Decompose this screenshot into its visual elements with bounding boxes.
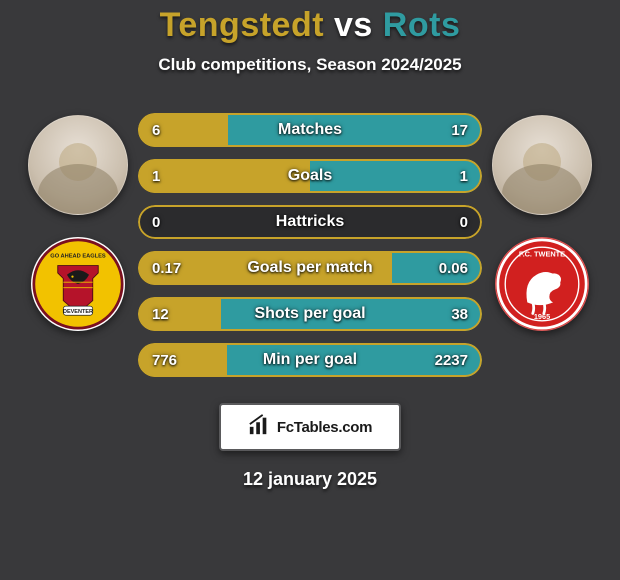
club2-crest-svg: F.C. TWENTE 1965: [496, 237, 588, 331]
stat-value-right: 38: [438, 306, 468, 323]
stat-value-left: 1: [152, 168, 182, 185]
stat-label: Matches: [278, 121, 342, 139]
stat-value-left: 0: [152, 214, 182, 231]
stat-label: Goals: [288, 167, 332, 185]
player2-avatar: [492, 115, 592, 215]
content-row: GO AHEAD EAGLES DEVENTER 6 Matches 17 1 Goal…: [0, 97, 620, 377]
stat-value-left: 0.17: [152, 260, 182, 277]
stat-row: 1 Goals 1: [138, 159, 482, 193]
svg-text:GO AHEAD EAGLES: GO AHEAD EAGLES: [50, 253, 106, 259]
stat-row: 6 Matches 17: [138, 113, 482, 147]
stat-label: Goals per match: [247, 259, 372, 277]
brand-text: FcTables.com: [277, 419, 372, 436]
comparison-card: Tengstedt vs Rots Club competitions, Sea…: [0, 0, 620, 580]
subtitle: Club competitions, Season 2024/2025: [0, 55, 620, 75]
stat-value-left: 6: [152, 122, 182, 139]
stat-label: Shots per goal: [254, 305, 365, 323]
left-column: GO AHEAD EAGLES DEVENTER: [18, 97, 138, 331]
page-title: Tengstedt vs Rots: [0, 6, 620, 45]
svg-text:DEVENTER: DEVENTER: [63, 309, 93, 315]
player1-avatar: [28, 115, 128, 215]
stat-row: 0.17 Goals per match 0.06: [138, 251, 482, 285]
stat-value-left: 776: [152, 352, 182, 369]
stat-value-right: 0.06: [438, 260, 468, 277]
stat-row: 12 Shots per goal 38: [138, 297, 482, 331]
svg-text:F.C. TWENTE: F.C. TWENTE: [519, 249, 565, 258]
stats-list: 6 Matches 17 1 Goals 1 0 Hattricks 0 0.17 Goals pe…: [138, 97, 482, 377]
brand-badge[interactable]: FcTables.com: [219, 403, 401, 451]
club2-crest: F.C. TWENTE 1965: [495, 237, 589, 331]
player2-name: Rots: [383, 6, 461, 44]
player1-name: Tengstedt: [160, 6, 324, 44]
right-column: F.C. TWENTE 1965: [482, 97, 602, 331]
stat-value-left: 12: [152, 306, 182, 323]
stat-label: Hattricks: [276, 213, 344, 231]
stat-row: 776 Min per goal 2237: [138, 343, 482, 377]
stat-value-right: 1: [438, 168, 468, 185]
stat-value-right: 0: [438, 214, 468, 231]
club1-crest-svg: GO AHEAD EAGLES DEVENTER: [32, 237, 124, 331]
stat-label: Min per goal: [263, 351, 357, 369]
club1-crest: GO AHEAD EAGLES DEVENTER: [31, 237, 125, 331]
stat-value-right: 17: [438, 122, 468, 139]
stat-row: 0 Hattricks 0: [138, 205, 482, 239]
brand-logo-icon: [248, 414, 270, 441]
date: 12 january 2025: [0, 469, 620, 490]
vs-word: vs: [334, 6, 373, 44]
stat-value-right: 2237: [435, 352, 468, 369]
svg-text:1965: 1965: [534, 312, 550, 321]
